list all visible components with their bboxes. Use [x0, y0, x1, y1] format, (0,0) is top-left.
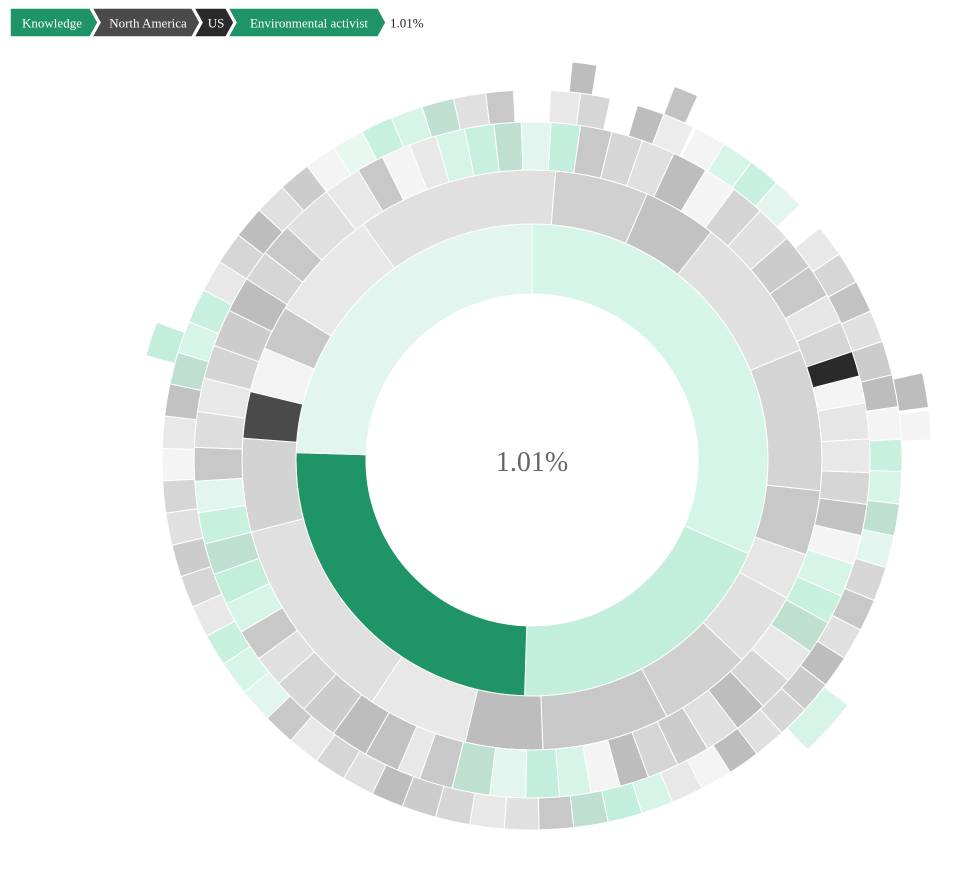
sunburst-segment-l5-2[interactable]: [892, 372, 930, 412]
breadcrumb-label: North America: [109, 16, 187, 31]
sunburst-segment-l4-14[interactable]: [865, 406, 902, 442]
sunburst-segment-l4-50[interactable]: [161, 447, 196, 482]
breadcrumb-label: Knowledge: [22, 16, 82, 31]
sunburst-segment-l4-7[interactable]: [754, 181, 801, 228]
sunburst-segment-l4-67[interactable]: [485, 89, 516, 126]
sunburst-segment-l4-34[interactable]: [468, 792, 508, 830]
sunburst-segment-l2-8[interactable]: [464, 689, 544, 751]
sunburst-segment-l5-3[interactable]: [898, 409, 933, 442]
sunburst-segment-l4-1[interactable]: [575, 92, 612, 131]
breadcrumb-arrow-shape: [10, 8, 99, 37]
breadcrumb-percentage: 1.01%: [390, 16, 424, 31]
sunburst-segment-l3-76[interactable]: [820, 438, 871, 474]
sunburst-segment-l4-15[interactable]: [868, 438, 903, 473]
breadcrumb: Knowledge North America US Environmental ac…: [10, 8, 424, 37]
breadcrumb-arrow-shape: [227, 8, 387, 37]
breadcrumb-arrow-shape: [193, 8, 235, 37]
sunburst-segment-l4-32[interactable]: [537, 795, 575, 831]
sunburst-segment-l4-51[interactable]: [161, 415, 197, 450]
breadcrumb-item-0[interactable]: Knowledge: [10, 8, 99, 37]
sunburst-segment-l4-66[interactable]: [452, 92, 491, 131]
sunburst-segment-l5-4[interactable]: [786, 686, 849, 751]
breadcrumb-label: Environmental activist: [250, 16, 368, 31]
sunburst-segment-l3-92[interactable]: [525, 748, 561, 799]
ring-4: [161, 89, 903, 831]
sunburst-segment-l5-5[interactable]: [145, 321, 186, 365]
sunburst-segment-l4-31[interactable]: [569, 790, 609, 829]
ring-5: [145, 61, 933, 751]
sunburst-segment-l5-1[interactable]: [663, 85, 699, 124]
sunburst-segment-l3-44[interactable]: [193, 446, 244, 482]
sunburst-segment-l4-33[interactable]: [503, 796, 540, 831]
sunburst-segment-l4-16[interactable]: [867, 470, 903, 505]
sunburst-segment-l3-59[interactable]: [493, 121, 524, 173]
sunburst-segment-l3-60[interactable]: [520, 121, 552, 171]
breadcrumb-item-3[interactable]: Environmental activist: [227, 8, 387, 37]
sunburst-segment-l4-0[interactable]: [548, 89, 582, 126]
breadcrumb-arrow-shape: [91, 8, 201, 37]
sunburst-segment-l2-11[interactable]: [241, 437, 305, 533]
breadcrumb-item-2[interactable]: US: [193, 8, 235, 37]
breadcrumb-item-1[interactable]: North America: [91, 8, 201, 37]
sunburst-rings: [145, 61, 933, 831]
center-percentage: 1.01%: [496, 447, 568, 478]
sunburst-segment-l4-49[interactable]: [162, 478, 199, 514]
ring-2: [241, 169, 823, 751]
breadcrumb-label: US: [208, 16, 225, 31]
sunburst-segment-l5-0[interactable]: [568, 61, 598, 96]
